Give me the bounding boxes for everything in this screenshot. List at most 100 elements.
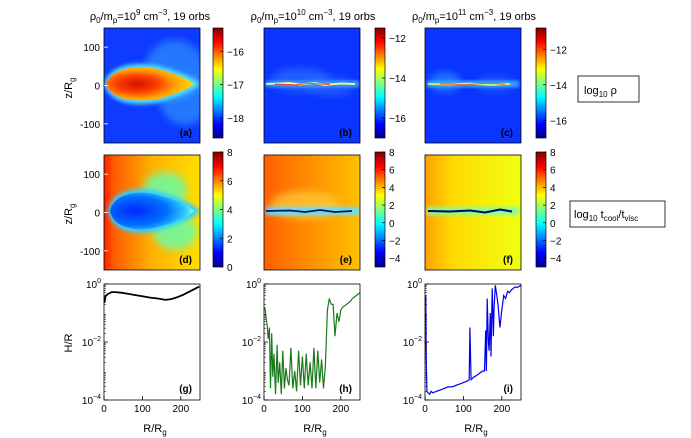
colorbar-tick-label: 0	[389, 219, 395, 230]
xtick-label: 200	[493, 404, 510, 415]
plot-frame	[424, 283, 522, 401]
title-sub0: 0	[96, 16, 101, 25]
ytick-label: 100	[246, 278, 261, 291]
density-label-sub: 10	[599, 90, 608, 99]
title-tail: , 19 orbs	[493, 11, 536, 23]
panel-label-g: (g)	[179, 384, 192, 395]
colorbar-tick-label: −4	[550, 254, 562, 265]
panel-label-f: (f)	[503, 255, 513, 266]
xlabel: R/Rg	[143, 423, 166, 437]
panel-c-density-map	[425, 28, 521, 143]
panel-f-tcool-map	[425, 155, 521, 270]
title-tail: , 19 orbs	[333, 11, 376, 23]
panel-f-frame	[424, 154, 522, 271]
xtick-label: 100	[294, 404, 311, 415]
panel-c-frame	[424, 27, 522, 144]
panel-b-density-map	[264, 28, 360, 143]
colorbar-tick-label: −14	[550, 81, 567, 92]
title-rho: ρ	[90, 11, 96, 23]
colorbar-tick-label: −16	[227, 47, 244, 58]
title-tail: , 19 orbs	[167, 11, 210, 23]
colorbar-b	[374, 27, 386, 139]
colorbar-tick-label: −4	[389, 254, 401, 265]
ytick-base: 10	[407, 280, 419, 291]
colorbar-a	[212, 27, 224, 139]
title-slash: /m	[101, 11, 113, 23]
ylabel-row2: z/Rg	[63, 204, 77, 225]
panel-label-a: (a)	[180, 128, 192, 139]
title-unit: cm	[140, 11, 158, 23]
xlabel-sub: g	[483, 428, 487, 437]
panel-label-i: (i)	[504, 384, 513, 395]
ytick-label: 10−2	[403, 336, 422, 349]
cooling-label-visc: visc	[625, 214, 639, 223]
cooling-label-slash: /t	[618, 209, 624, 221]
xlabel: R/Rg	[464, 423, 487, 437]
cooling-label-log: log	[574, 209, 589, 221]
ytick-exp: −4	[414, 394, 422, 401]
colorbar-tick-label: 8	[389, 148, 395, 159]
svg-text:log10 tcool/tvisc: log10 tcool/tvisc	[574, 209, 638, 223]
column-title-2: ρ0/mp=1010 cm−3, 19 orbs	[251, 8, 376, 25]
series-line	[264, 292, 361, 395]
title-subp: p	[274, 16, 279, 25]
title-unit: cm	[466, 11, 484, 23]
ytick-label: 10−2	[82, 336, 101, 349]
colorbar-tick-label: −16	[389, 114, 406, 125]
panel-e-tcool-map	[264, 155, 360, 270]
ytick-label: 0	[94, 82, 100, 93]
xtick-label: 0	[261, 404, 267, 415]
title-unit: cm	[306, 11, 324, 23]
ytick-exp: −4	[93, 394, 101, 401]
plot-frame	[103, 283, 201, 401]
title-subp: p	[113, 16, 118, 25]
ytick-label: 10−2	[242, 336, 261, 349]
title-sub0: 0	[418, 16, 423, 25]
title-exp: 10	[297, 8, 306, 17]
title-slash: /m	[423, 11, 435, 23]
colorbar-tick-label: 0	[550, 219, 556, 230]
title-slash: /m	[261, 11, 273, 23]
panel-b-frame	[263, 27, 361, 144]
ytick-label: 100	[83, 170, 100, 181]
ytick-base: 10	[242, 396, 254, 407]
density-row-label: log10 ρ	[577, 75, 640, 103]
xtick-label: 200	[172, 404, 189, 415]
title-rho: ρ	[251, 11, 257, 23]
ylabel-row1: z/Rg	[63, 78, 77, 99]
ytick-label: -100	[80, 120, 100, 131]
xlabel-main: R/R	[143, 423, 162, 435]
ytick-exp: 0	[97, 278, 101, 285]
colorbar-tick-label: −17	[227, 81, 244, 92]
xtick-label: 0	[101, 404, 107, 415]
colorbar-e	[374, 151, 386, 268]
title-eq: =10	[117, 11, 136, 23]
ytick-exp: −4	[253, 394, 261, 401]
title-subp: p	[435, 16, 440, 25]
panel-a-density-map	[104, 28, 200, 143]
cooling-label-sub: 10	[589, 214, 598, 223]
xlabel-main: R/R	[464, 423, 483, 435]
ytick-exp: −2	[93, 336, 101, 343]
colorbar-tick-label: −14	[389, 74, 406, 85]
title-eq: =10	[439, 11, 458, 23]
ytick-exp: −2	[414, 336, 422, 343]
xlabel: R/Rg	[303, 423, 326, 437]
colorbar-tick-label: −12	[389, 34, 406, 45]
ytick-label: -100	[80, 247, 100, 258]
colorbar-tick-label: −2	[550, 236, 562, 247]
colorbar-tick-label: 4	[550, 183, 556, 194]
colorbar-tick-label: 6	[550, 166, 556, 177]
colorbar-tick-label: 2	[550, 201, 556, 212]
column-title-3: ρ0/mp=1011 cm−3, 19 orbs	[412, 8, 537, 25]
panel-label-h: (h)	[339, 384, 352, 395]
colorbar-tick-label: 4	[389, 183, 395, 194]
ytick-base: 10	[242, 338, 254, 349]
ytick-label: 10−4	[82, 394, 101, 407]
xlabel-sub: g	[322, 428, 326, 437]
xtick-label: 100	[134, 404, 151, 415]
panel-label-b: (b)	[339, 128, 352, 139]
ylabel-row3: H/R	[63, 333, 75, 352]
ytick-label: 10−4	[403, 394, 422, 407]
